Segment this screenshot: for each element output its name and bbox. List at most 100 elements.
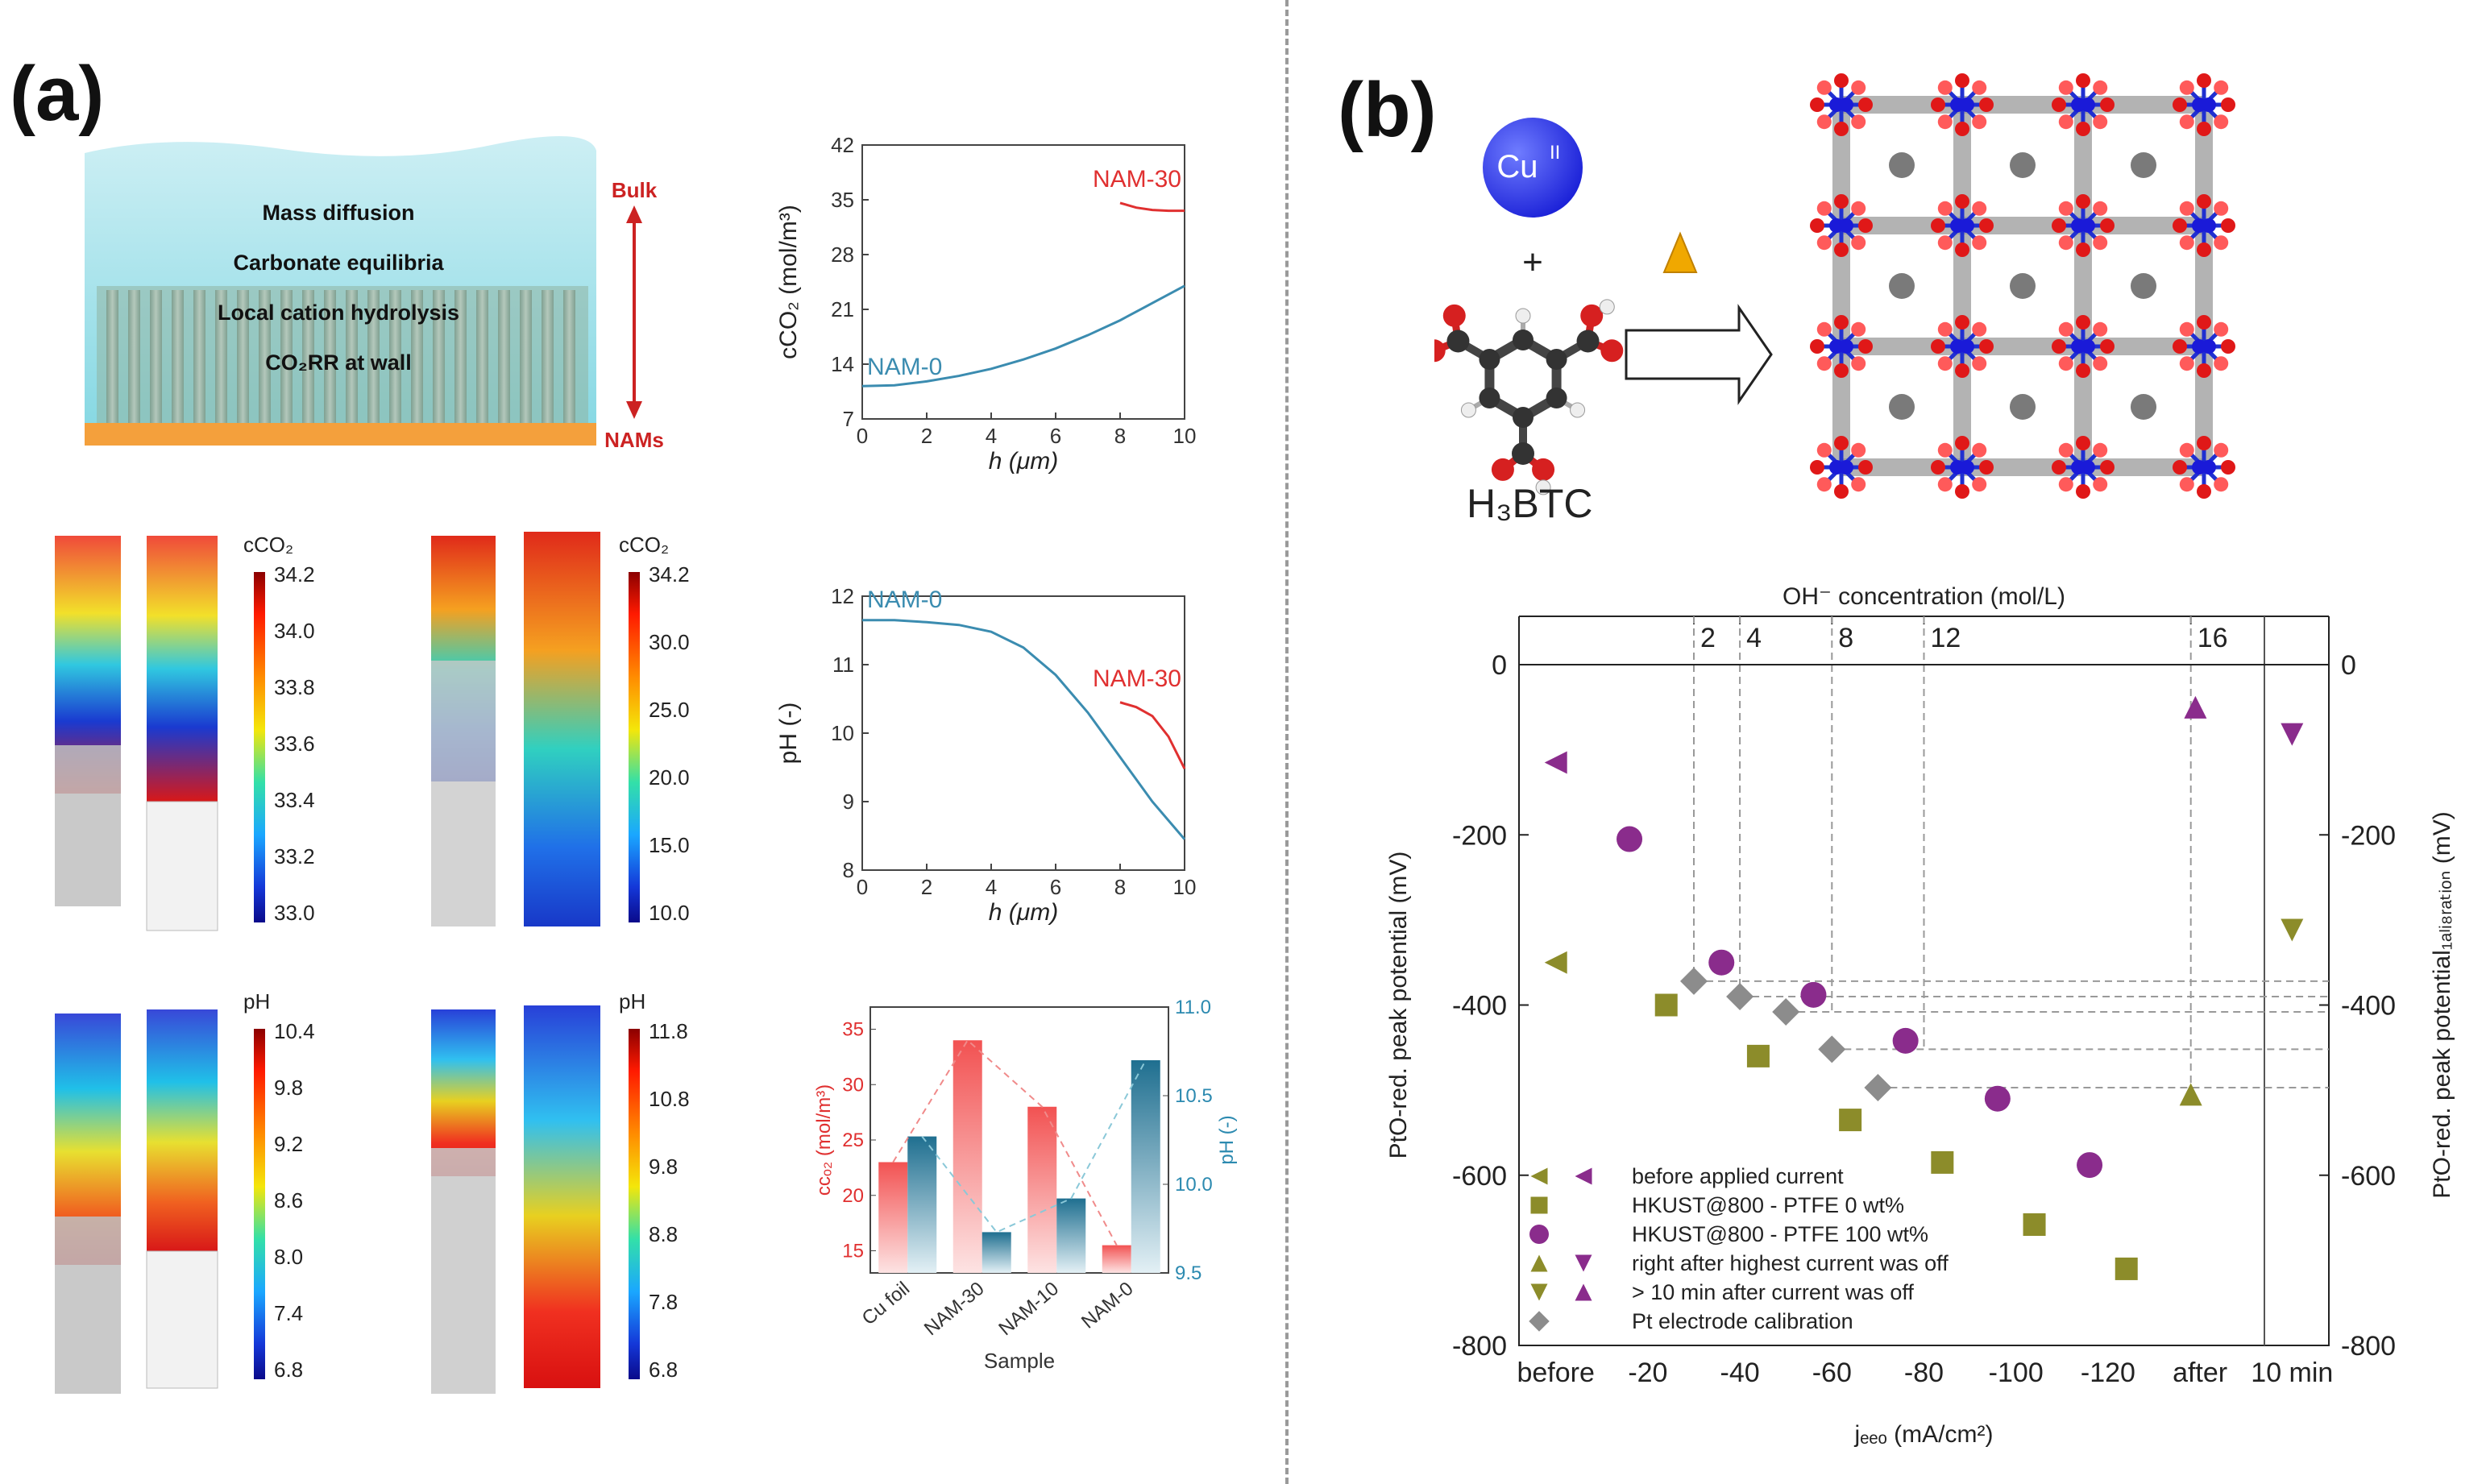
hydrogen-atom [1515, 308, 1531, 324]
oxygen-atom [1858, 97, 1873, 112]
marker-square [2115, 1257, 2138, 1280]
oxygen-atom [2221, 218, 2235, 233]
oxygen-atom [2093, 201, 2108, 216]
x-tick-label: 4 [986, 875, 997, 899]
colorbar-title: pH [243, 989, 270, 1014]
colorbar-tick: 33.0 [274, 901, 315, 925]
series-line [1119, 701, 1186, 769]
carbon-atom [1513, 407, 1534, 428]
colorbar-tick: 8.0 [274, 1245, 303, 1269]
hydrogen-atom [1599, 299, 1615, 315]
oxygen-atom [1972, 80, 1987, 95]
oxygen-atom [1816, 321, 1832, 337]
oxygen-atom [1851, 114, 1866, 130]
chart-pto-peak-potential: OH⁻ concentration (mol/L) 2 4 8 12 16 0 0 -200 -2… [1385, 583, 2455, 1448]
simulation-maps: cCO₂ cCO₂ pH pH 34.2 34.0 33.8 33.6 33.4 33.2… [55, 532, 690, 1394]
colorbar-tick: 11.8 [649, 1019, 688, 1043]
carbon-cluster [2131, 394, 2156, 420]
oxygen-atom [1972, 442, 1987, 458]
legend-item: HKUST@800 - PTFE 0 wt% [1632, 1193, 1904, 1217]
oxygen-atom [1955, 194, 1969, 209]
copper-atom [1960, 460, 1974, 475]
oxygen-atom [1816, 201, 1832, 216]
copper-atom [2202, 97, 2216, 112]
arrow-head-up [626, 205, 642, 223]
x-tick-label: -120 [2081, 1358, 2135, 1388]
oxygen-atom [1834, 436, 1849, 450]
oxygen-atom [2179, 442, 2194, 458]
x-tick-label: -40 [1720, 1358, 1760, 1388]
oxygen-atom [2058, 477, 2073, 492]
y-tick-label: 7 [843, 407, 854, 431]
y2-tick-label: -800 [2341, 1331, 2396, 1362]
oxygen-atom [2052, 339, 2066, 354]
oxygen-atom [2179, 235, 2194, 251]
oxygen-atom [1810, 218, 1824, 233]
marker-circle [2077, 1152, 2103, 1179]
top-tick-label: 8 [1838, 623, 1853, 653]
marker-triangle-down [1575, 1254, 1592, 1272]
legend-item: right after highest current was off [1632, 1251, 1949, 1275]
carbon-cluster [2131, 273, 2156, 299]
bar-cco2 [878, 1162, 908, 1273]
legend-item: Pt electrode calibration [1632, 1309, 1853, 1333]
ph-map-nam30 [55, 1009, 218, 1394]
marker-square [2023, 1213, 2046, 1237]
marker-circle [1617, 826, 1643, 852]
marker-square [1746, 1044, 1770, 1067]
nanowire [454, 290, 467, 425]
colorbar-tick: 10.8 [649, 1087, 690, 1111]
x-tick-label: 6 [1050, 424, 1061, 448]
oxygen-atom [2093, 80, 2108, 95]
nanowire [346, 290, 358, 425]
oxygen-atom [2093, 321, 2108, 337]
oxygen-atom [2197, 315, 2211, 330]
oxygen-atom [1851, 235, 1866, 251]
panel-b-label: (b) [1338, 67, 1437, 153]
legend-item: > 10 min after current was off [1632, 1280, 1914, 1304]
y-tick-label: 20 [842, 1185, 864, 1207]
oxygen-atom [2197, 484, 2211, 499]
x-tick-label: -100 [1989, 1358, 2044, 1388]
oxygen-atom [1937, 477, 1953, 492]
y2-tick-label: 0 [2341, 650, 2356, 681]
oxygen-atom [1834, 315, 1849, 330]
colorbar-tick: 15.0 [649, 833, 690, 857]
substrate [85, 423, 596, 446]
oxygen-atom [2179, 80, 2194, 95]
carbon-atom [1513, 330, 1534, 350]
oxygen-atom [1979, 339, 1994, 354]
nanowire [542, 290, 554, 425]
oxygen-atom [2214, 477, 2229, 492]
marker-diamond [1772, 997, 1800, 1026]
y-tick-label: 15 [842, 1241, 864, 1262]
legend-item: HKUST@800 - PTFE 100 wt% [1632, 1222, 1928, 1246]
oxygen-atom [1834, 363, 1849, 378]
oxygen-atom [1937, 201, 1953, 216]
y-tick-label: 14 [831, 352, 854, 376]
oxygen-atom [1810, 339, 1824, 354]
marker-square [1530, 1196, 1548, 1214]
colorbar-tick: 34.2 [649, 562, 690, 587]
oxygen-atom [2214, 442, 2229, 458]
oxygen-atom [1851, 321, 1866, 337]
x-tick-label: 2 [921, 875, 932, 899]
series-label: NAM-30 [1093, 166, 1181, 193]
y-tick-label: 35 [842, 1019, 864, 1041]
marker-triangle-down [1530, 1283, 1548, 1301]
oxygen-atom [2179, 114, 2194, 130]
x-tick-label: NAM-30 [920, 1278, 989, 1340]
oxygen-atom [1937, 442, 1953, 458]
oxygen-atom [2173, 218, 2187, 233]
chart-co2-vs-h: 0 2 4 6 8 10 7 14 21 28 35 42 h (μm) cCO₂ (mol/m³) NAM… [775, 133, 1196, 475]
y-tick-label: 30 [842, 1074, 864, 1096]
oxygen-atom [1979, 460, 1994, 475]
carbon-cluster [1889, 273, 1915, 299]
marker-triangle-left [1575, 1167, 1592, 1185]
marker-square [1931, 1150, 1954, 1174]
oxygen-atom [2052, 218, 2066, 233]
plus-sign: + [1522, 242, 1543, 282]
panel-a-label: (a) [10, 51, 105, 137]
x-tick-label: 6 [1050, 875, 1061, 899]
